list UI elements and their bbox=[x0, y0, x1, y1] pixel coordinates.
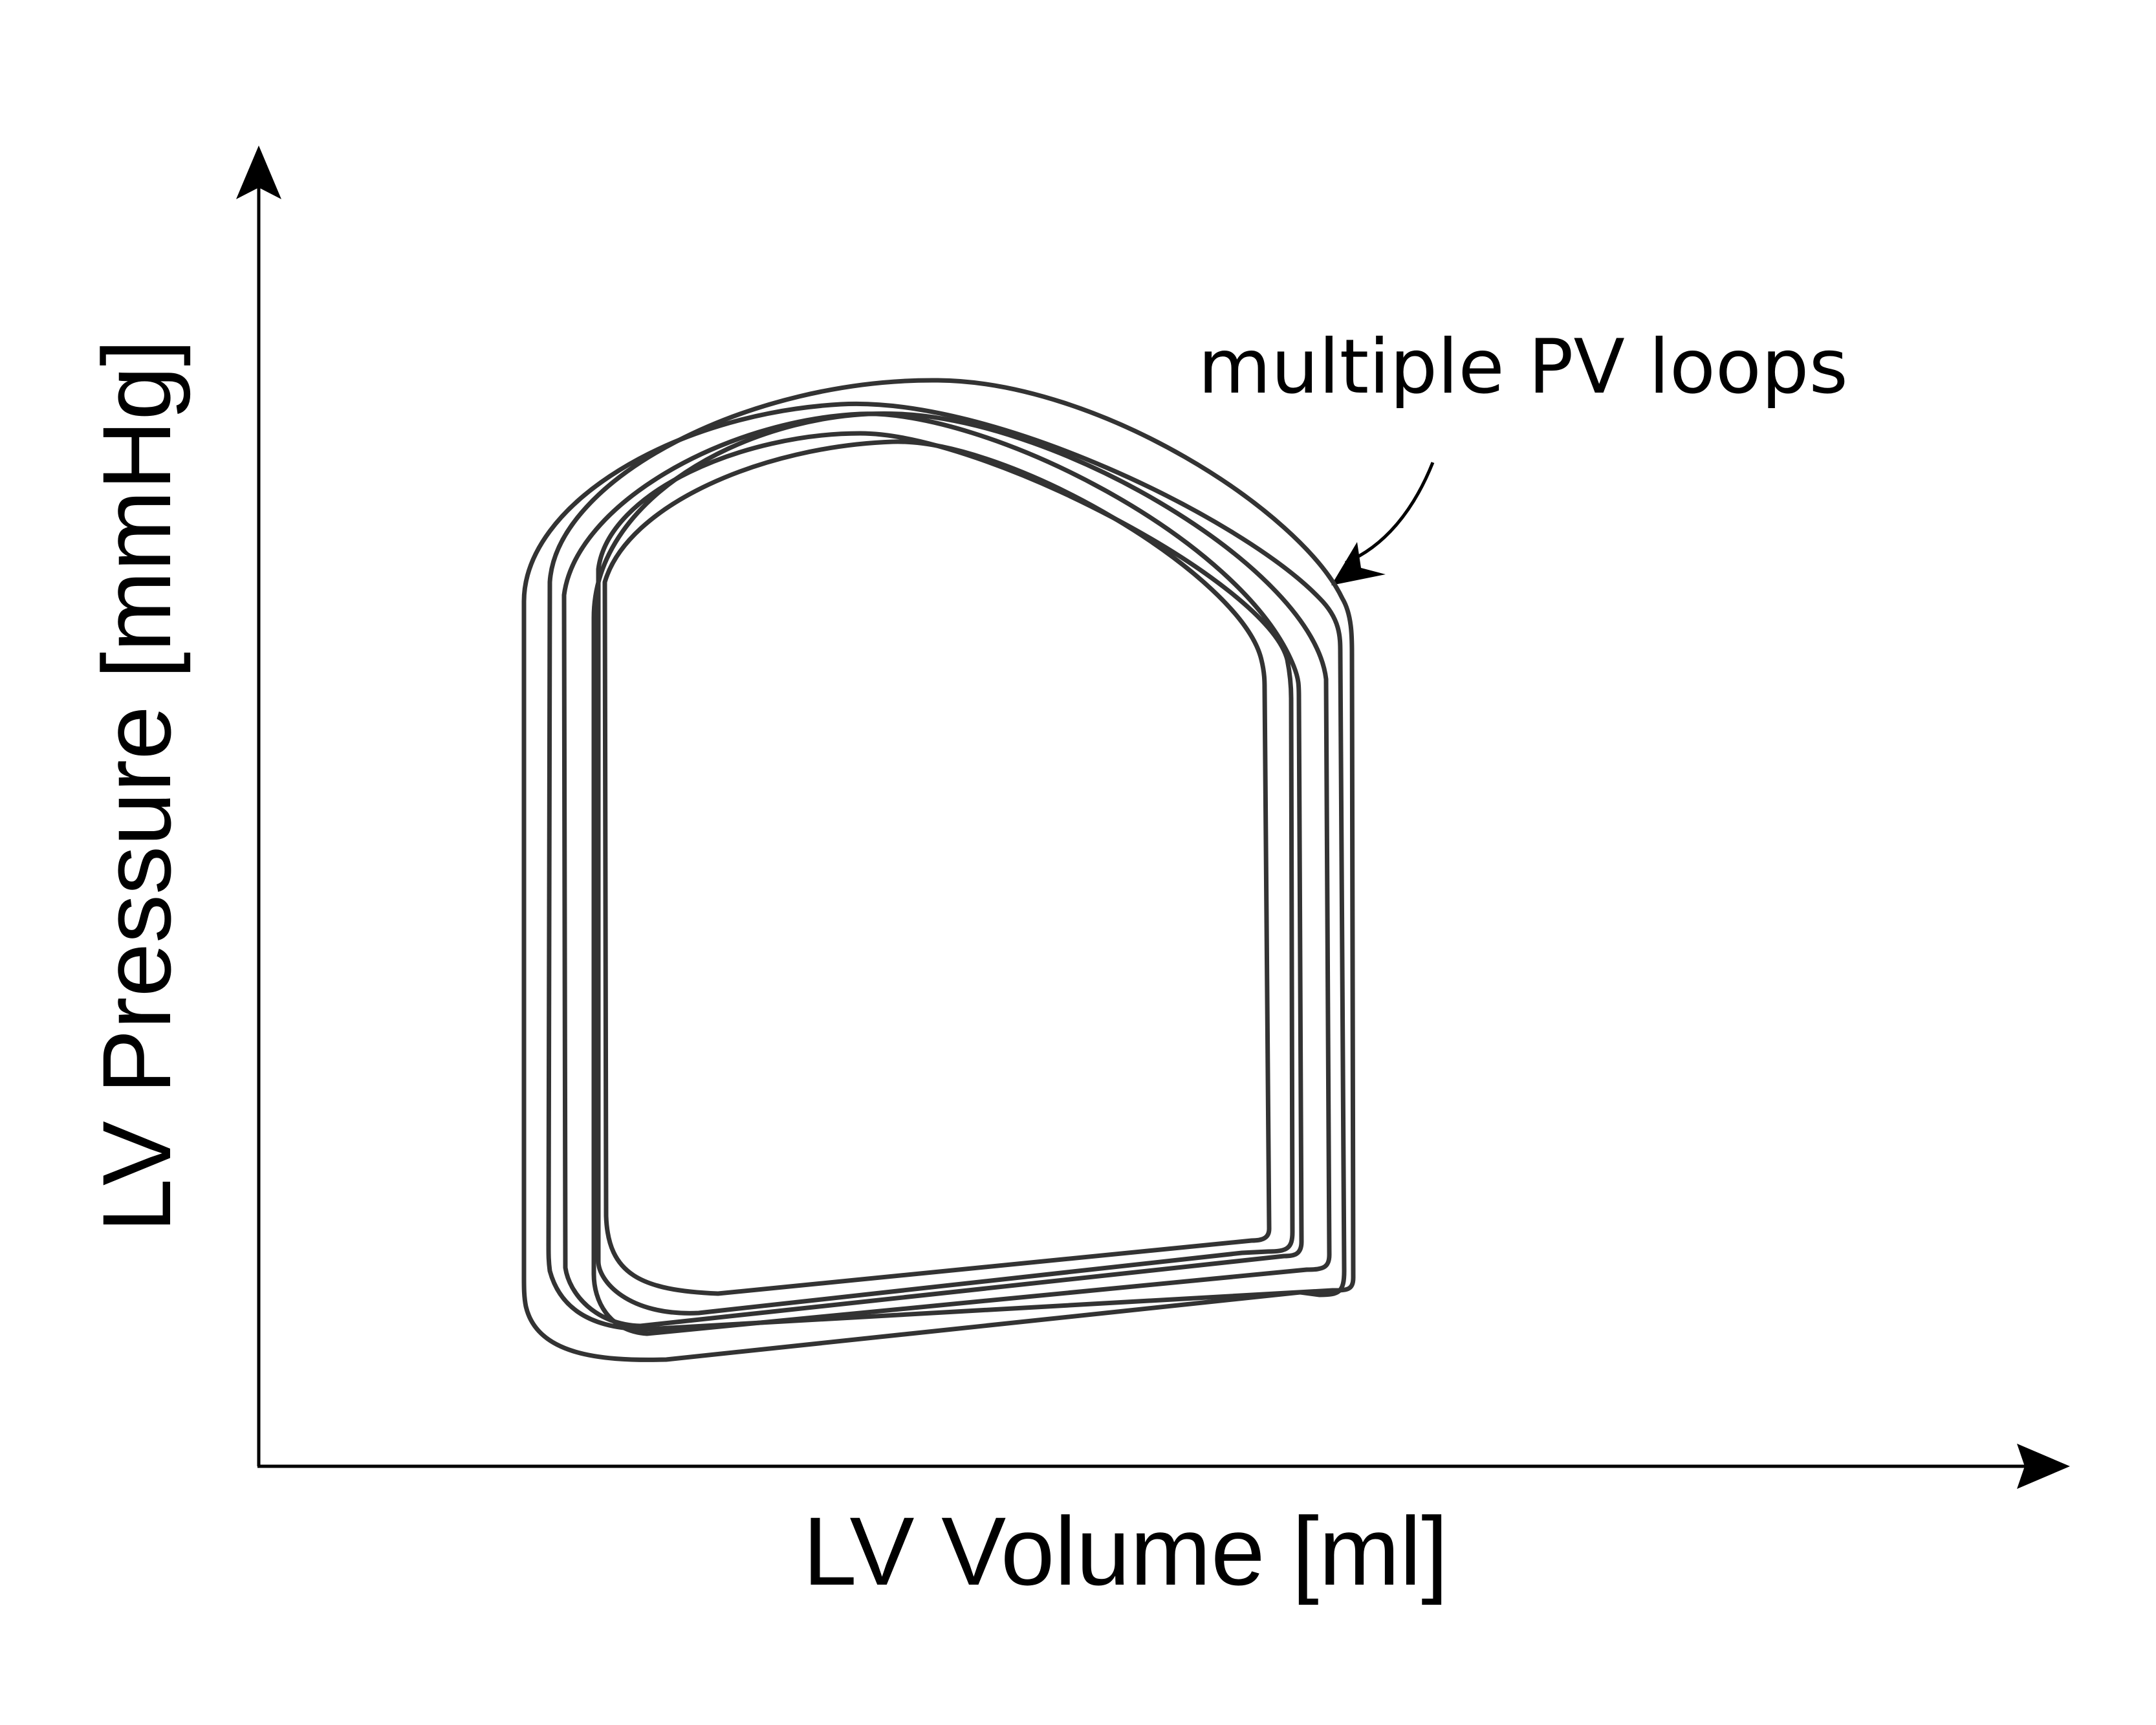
pv-loop-4 bbox=[596, 431, 1295, 1316]
x-axis-arrowhead bbox=[2017, 1444, 2070, 1489]
pv-loop-2 bbox=[546, 378, 1356, 1332]
annotation-label: multiple PV loops bbox=[1198, 323, 1848, 411]
x-axis-label: LV Volume [ml] bbox=[803, 1497, 1448, 1605]
y-axis-label: LV Pressure [mmHg] bbox=[82, 340, 191, 1233]
pv-loop-6 bbox=[591, 411, 1332, 1336]
annotation-pointer-arrow bbox=[1345, 462, 1435, 565]
pv-loop-3 bbox=[561, 411, 1304, 1329]
pv-loops-group bbox=[521, 378, 1356, 1362]
pv-loop-1 bbox=[521, 401, 1347, 1362]
y-axis-arrowhead bbox=[236, 146, 281, 199]
annotation-pointer-arrowhead bbox=[1331, 542, 1386, 585]
pv-loop-5 bbox=[602, 439, 1272, 1296]
